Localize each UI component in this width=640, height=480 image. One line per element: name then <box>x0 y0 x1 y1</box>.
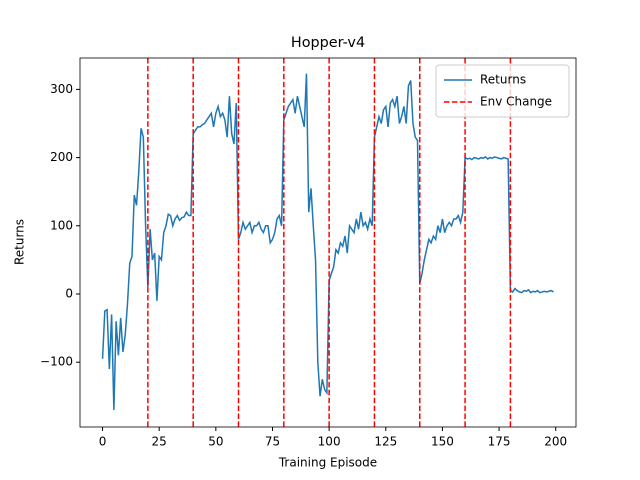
x-tick-label: 200 <box>544 435 567 449</box>
x-tick-label: 150 <box>431 435 454 449</box>
y-tick-label: −100 <box>40 355 73 369</box>
x-tick-label: 50 <box>208 435 223 449</box>
legend-label: Env Change <box>480 95 552 109</box>
x-tick-label: 125 <box>374 435 397 449</box>
x-axis-label: Training Episode <box>278 456 377 470</box>
x-tick-label: 75 <box>265 435 280 449</box>
y-tick-label: 100 <box>50 218 73 232</box>
y-tick-label: 200 <box>50 150 73 164</box>
y-tick-label: 300 <box>50 82 73 96</box>
x-tick-label: 175 <box>488 435 511 449</box>
y-axis-label: Returns <box>13 219 27 265</box>
x-tick-label: 100 <box>318 435 341 449</box>
line-series <box>101 73 554 410</box>
plot-frame <box>79 57 577 428</box>
chart-title: Hopper-v4 <box>291 35 365 51</box>
x-tick-label: 25 <box>152 435 167 449</box>
legend-box <box>435 64 570 118</box>
y-tick-label: 0 <box>65 286 73 300</box>
legend-label: Returns <box>480 73 526 87</box>
x-tick-label: 0 <box>99 435 107 449</box>
